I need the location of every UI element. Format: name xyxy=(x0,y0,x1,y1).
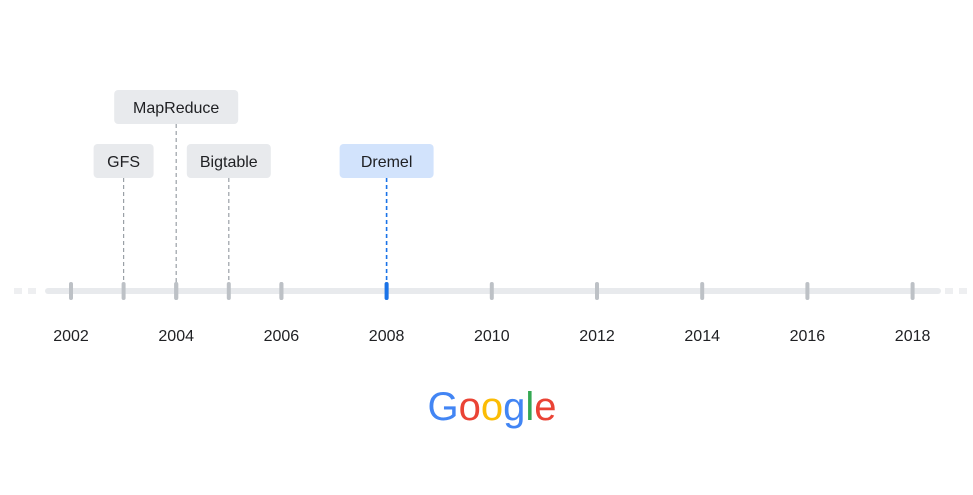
event-tick-dremel xyxy=(384,282,389,300)
event-mapreduce[interactable]: MapReduce xyxy=(114,90,239,124)
year-label-2010: 2010 xyxy=(474,328,510,345)
year-label-2012: 2012 xyxy=(579,328,615,345)
year-label-2016: 2016 xyxy=(790,328,826,345)
leader-lines xyxy=(122,124,388,282)
year-label-2018: 2018 xyxy=(895,328,931,345)
tick-2010 xyxy=(489,282,494,300)
year-label-2006: 2006 xyxy=(264,328,300,345)
logo-letter-2: o xyxy=(481,385,503,429)
event-box-mapreduce xyxy=(114,90,239,124)
tick-2014 xyxy=(700,282,705,300)
event-box-dremel xyxy=(339,144,434,178)
year-labels: 2002 2004 2006 2008 2010 2012 2014 2016 2018 xyxy=(53,328,930,345)
logo-letter-3: g xyxy=(503,385,525,429)
year-label-2002: 2002 xyxy=(53,328,89,345)
event-tick-bigtable xyxy=(226,282,231,300)
google-logo: Google xyxy=(427,385,556,429)
event-labels: GFS MapReduce Bigtable Dremel xyxy=(93,90,434,178)
event-label-gfs: GFS xyxy=(107,154,140,171)
event-tick-mapreduce xyxy=(174,282,179,300)
year-label-2014: 2014 xyxy=(684,328,720,345)
logo-letter-1: o xyxy=(459,385,481,429)
event-dremel[interactable]: Dremel xyxy=(339,144,434,178)
event-label-mapreduce: MapReduce xyxy=(133,100,219,117)
year-label-2008: 2008 xyxy=(369,328,405,345)
logo-letter-0: G xyxy=(427,385,458,429)
event-label-dremel: Dremel xyxy=(361,154,413,171)
year-label-2004: 2004 xyxy=(158,328,194,345)
event-box-gfs xyxy=(93,144,154,178)
event-bigtable[interactable]: Bigtable xyxy=(186,144,271,178)
axis-ticks xyxy=(69,282,915,300)
event-label-bigtable: Bigtable xyxy=(200,154,258,171)
event-box-bigtable xyxy=(186,144,271,178)
tick-2002 xyxy=(69,282,73,300)
tick-2012 xyxy=(595,282,599,300)
tick-2018 xyxy=(910,282,915,300)
tick-extra-2006 xyxy=(279,282,284,300)
logo-letter-4: l xyxy=(525,385,534,429)
event-gfs[interactable]: GFS xyxy=(93,144,154,178)
tick-2016 xyxy=(805,282,810,300)
event-tick-gfs xyxy=(121,282,126,300)
logo-letter-5: e xyxy=(534,385,556,429)
